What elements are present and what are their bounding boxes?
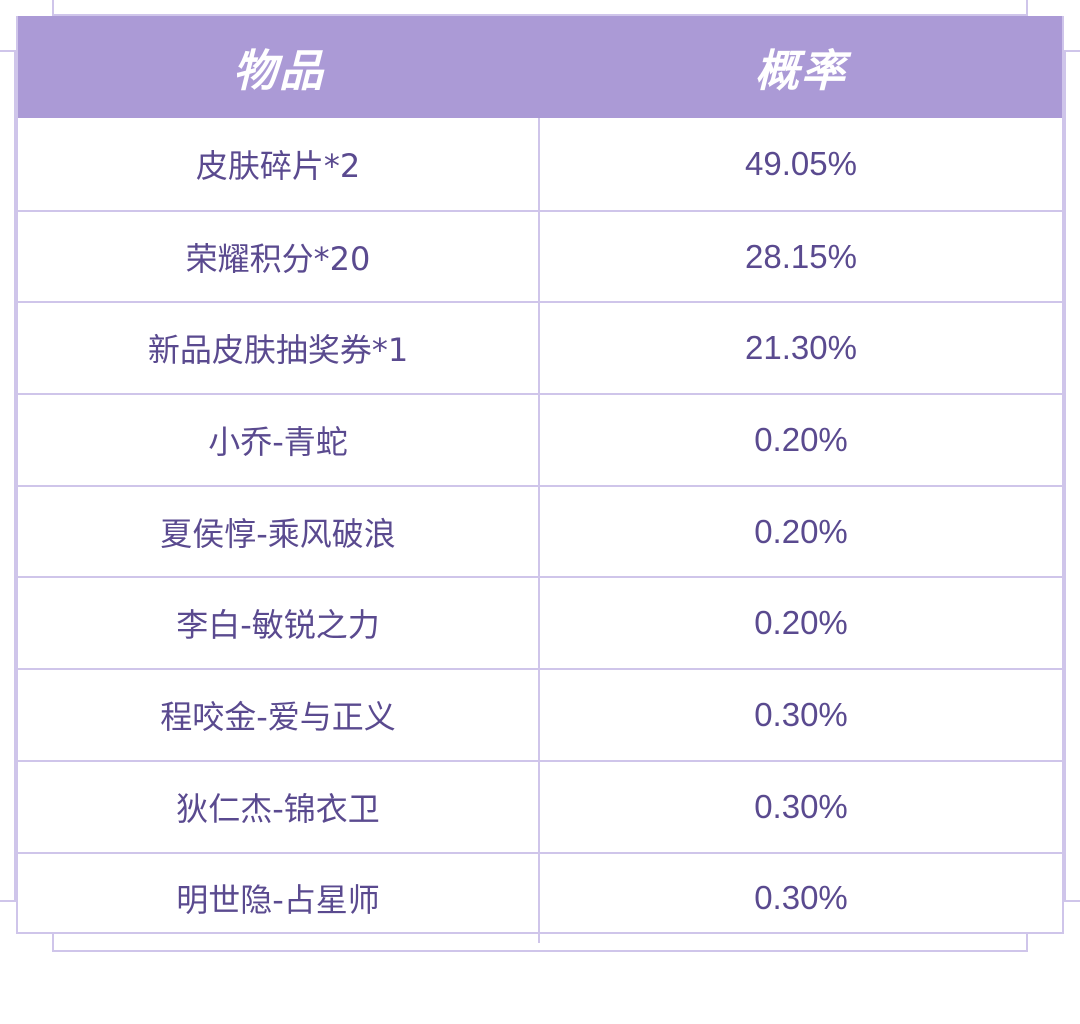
header-probability: 概率: [755, 46, 847, 97]
table-row: 李白-敏锐之力 0.20%: [18, 576, 1062, 669]
item-name-cell: 皮肤碎片*2: [18, 118, 540, 210]
decorative-frame-top: [52, 0, 1028, 16]
probability-cell: 28.15%: [745, 237, 857, 275]
probability-cell: 0.20%: [754, 420, 848, 458]
probability-cell: 0.30%: [754, 695, 848, 733]
item-name-cell: 程咬金-爱与正义: [18, 670, 540, 760]
item-name-cell: 李白-敏锐之力: [18, 578, 540, 669]
probability-cell: 0.20%: [754, 512, 848, 550]
item-name-cell: 新品皮肤抽奖券*1: [18, 303, 540, 394]
probability-cell: 0.20%: [754, 604, 848, 642]
table-row: 小乔-青蛇 0.20%: [18, 393, 1062, 485]
table-row: 狄仁杰-锦衣卫 0.30%: [18, 759, 1062, 852]
probability-cell: 21.30%: [745, 329, 857, 367]
probability-cell: 0.30%: [754, 879, 848, 917]
item-name-cell: 夏侯惇-乘风破浪: [18, 486, 540, 577]
table-row: 程咬金-爱与正义 0.30%: [18, 668, 1062, 760]
table-row: 新品皮肤抽奖券*1 21.30%: [18, 301, 1062, 394]
table-body: 皮肤碎片*2 49.05% 荣耀积分*20 28.15% 新品皮肤抽奖券*1 21.30%…: [18, 118, 1062, 944]
item-name-cell: 荣耀积分*20: [18, 211, 540, 302]
table-header: 物品 概率: [18, 16, 1062, 118]
decorative-frame-right: [1064, 50, 1080, 902]
decorative-frame-bottom: [52, 932, 1028, 952]
item-name-cell: 狄仁杰-锦衣卫: [18, 761, 540, 852]
table-row: 皮肤碎片*2 49.05%: [18, 118, 1062, 210]
probability-table: 物品 概率 皮肤碎片*2 49.05% 荣耀积分*20 28.15% 新品皮肤抽奖券*1…: [16, 16, 1064, 944]
table-row: 夏侯惇-乘风破浪 0.20%: [18, 484, 1062, 577]
item-name-cell: 小乔-青蛇: [18, 395, 540, 485]
probability-cell: 0.30%: [754, 787, 848, 825]
table-row: 荣耀积分*20 28.15%: [18, 209, 1062, 302]
header-item: 物品: [233, 46, 325, 97]
decorative-frame-left: [0, 50, 16, 902]
table-row: 明世隐-占星师 0.30%: [18, 851, 1062, 944]
item-name-cell: 明世隐-占星师: [18, 853, 540, 944]
probability-cell: 49.05%: [745, 144, 857, 182]
